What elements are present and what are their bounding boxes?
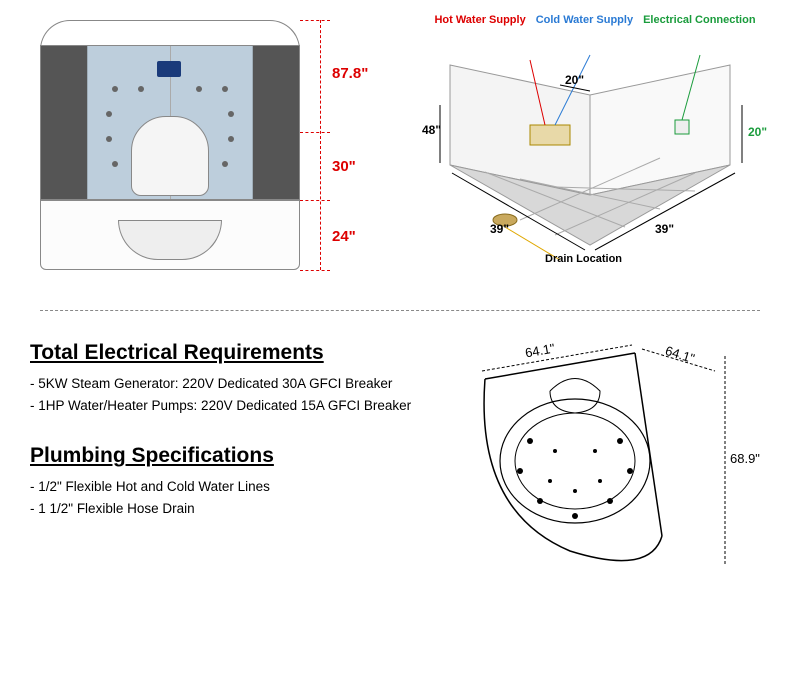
dim-door-height: 30" — [332, 158, 356, 175]
dim-floor-left: 39" — [490, 222, 509, 236]
dim-floor-right: 39" — [655, 222, 674, 236]
plumbing-spec-item: - 1 1/2" Flexible Hose Drain — [30, 498, 440, 520]
label-hot-water: Hot Water Supply — [434, 14, 525, 26]
top-view-diagram: 64.1" 64.1" 68.9" — [470, 341, 770, 591]
label-cold-water: Cold Water Supply — [536, 14, 633, 26]
dim-wall-height: 48" — [422, 123, 441, 137]
dim-total-height: 87.8" — [332, 65, 368, 82]
tub-topview-icon — [470, 341, 770, 591]
electrical-req-item: - 1HP Water/Heater Pumps: 220V Dedicated… — [30, 395, 440, 417]
label-electrical: Electrical Connection — [643, 14, 755, 26]
shower-elevation-diagram: 87.8" 30" 24" — [20, 10, 370, 290]
dim-depth: 68.9" — [730, 451, 760, 466]
dim-base-height: 24" — [332, 228, 356, 245]
dim-top-spacing: 20" — [565, 73, 584, 87]
dim-right-height: 20" — [748, 125, 767, 139]
isometric-room-icon — [430, 45, 760, 265]
section-divider — [40, 310, 760, 311]
electrical-req-item: - 5KW Steam Generator: 220V Dedicated 30… — [30, 373, 440, 395]
electrical-req-title: Total Electrical Requirements — [30, 341, 440, 365]
plumbing-spec-item: - 1/2" Flexible Hot and Cold Water Lines — [30, 476, 440, 498]
room-install-diagram: Hot Water Supply Cold Water Supply Elect… — [410, 10, 780, 290]
specifications-text: Total Electrical Requirements - 5KW Stea… — [30, 341, 440, 591]
label-drain: Drain Location — [545, 253, 622, 265]
plumbing-spec-title: Plumbing Specifications — [30, 444, 440, 468]
